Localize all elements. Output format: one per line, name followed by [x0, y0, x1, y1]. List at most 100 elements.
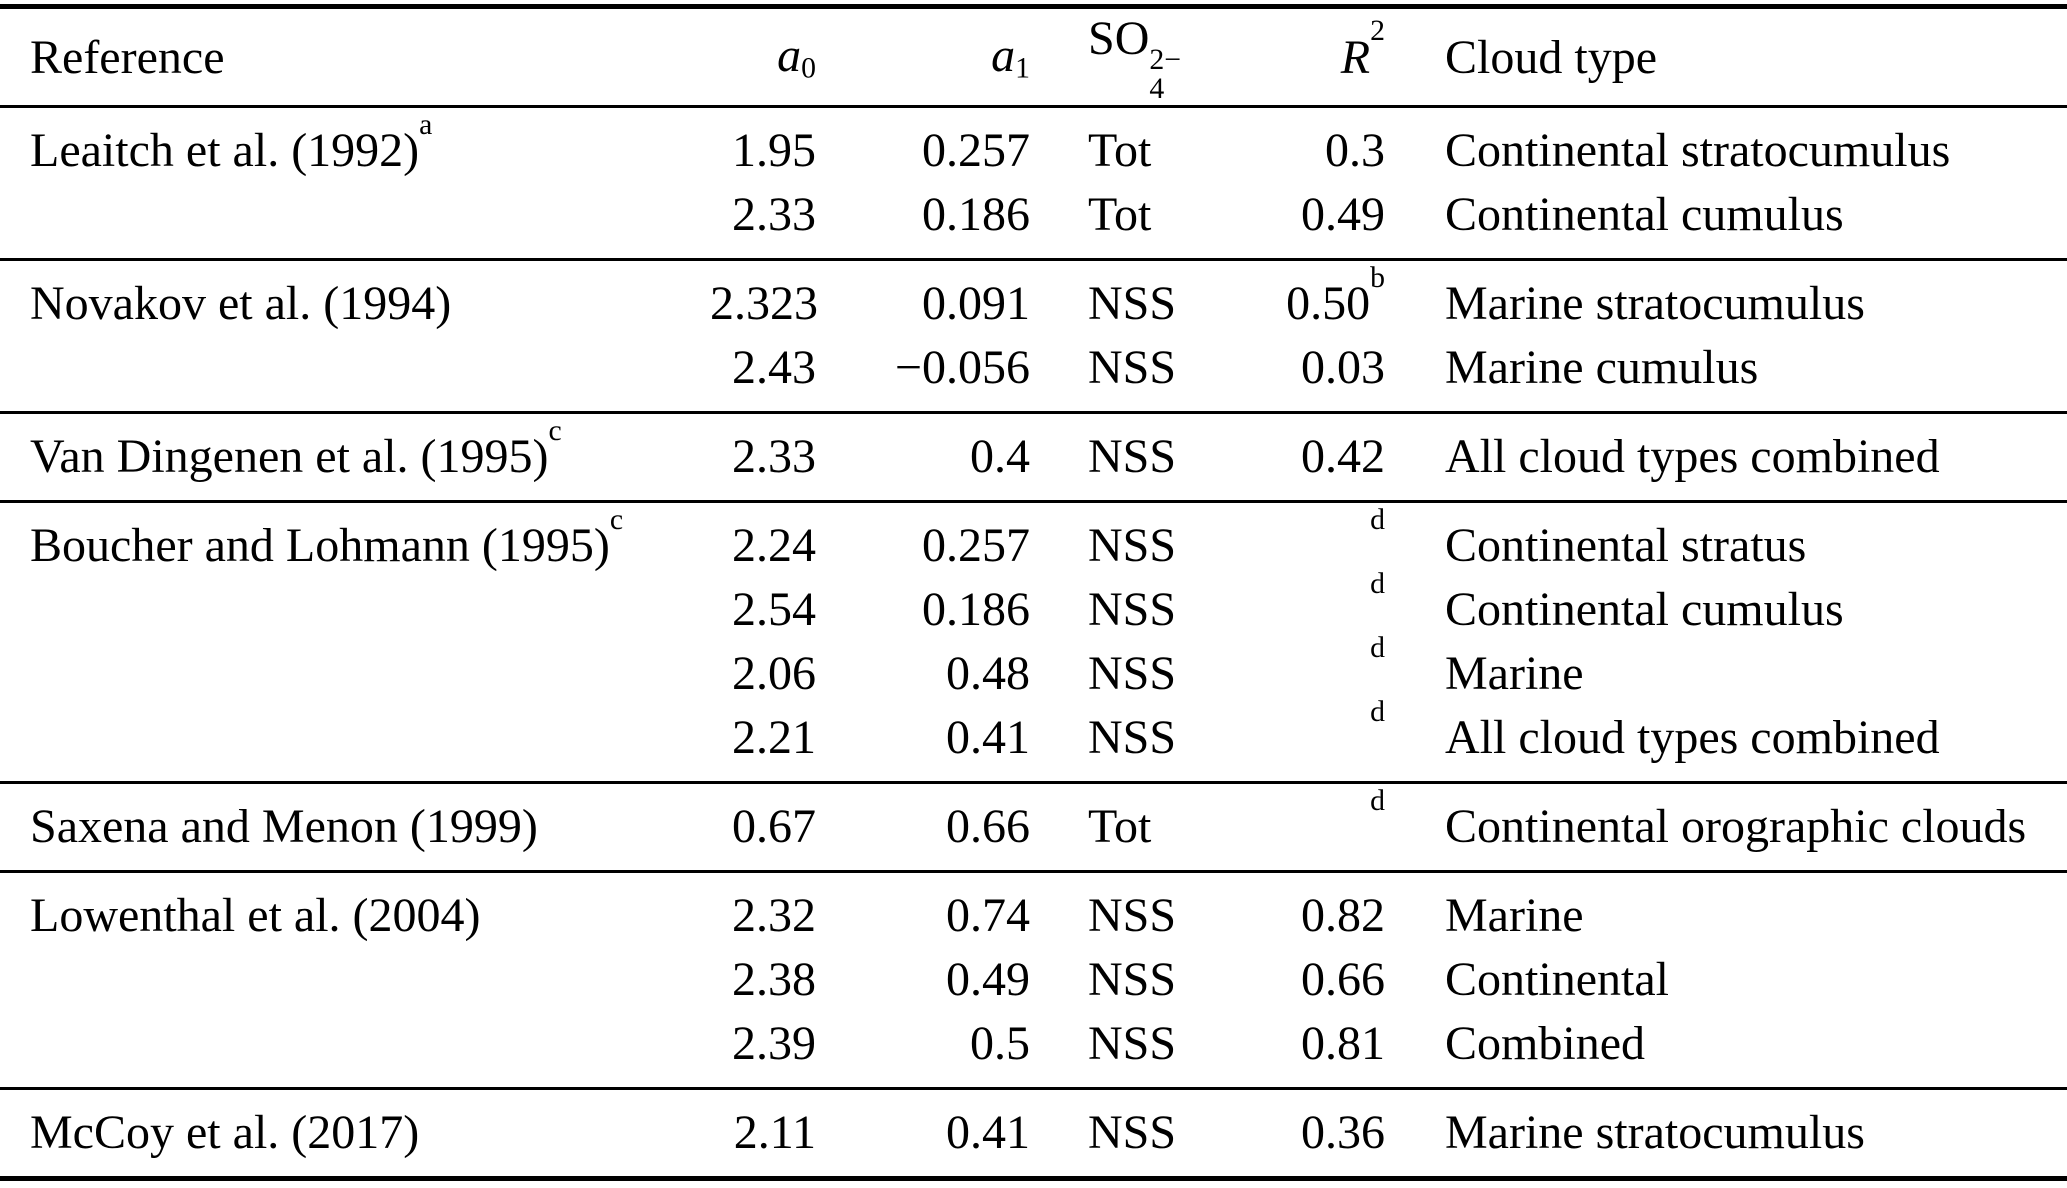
a1-cell: 0.091	[922, 277, 1030, 330]
group-separator-rule	[0, 1087, 2067, 1090]
reference-cell: Boucher and Lohmann (1995)c	[30, 502, 624, 572]
r2-cell: 0.50b	[1286, 260, 1385, 330]
table-bottom-rule	[0, 1176, 2067, 1181]
table-row-group: Lowenthal et al. (2004) 2.32 0.74 NSS 0.…	[0, 873, 2067, 1087]
table-row: 2.39 0.5 NSS 0.81 Combined	[0, 1012, 2067, 1076]
table-row: 2.06 0.48 NSS d Marine	[0, 630, 2067, 706]
table-row: 2.43 −0.056 NSS 0.03 Marine cumulus	[0, 336, 2067, 400]
reference-cell: Saxena and Menon (1999)	[30, 800, 538, 853]
a1-cell: 0.5	[970, 1017, 1030, 1070]
a1-cell: −0.056	[894, 341, 1030, 394]
col-header-reference: Reference	[30, 30, 225, 84]
so4-sub-sup-stack: 2− 4	[1149, 43, 1182, 105]
a1-cell: 0.257	[922, 519, 1030, 572]
a1-cell: 0.257	[922, 124, 1030, 177]
a0-cell: 2.24	[732, 519, 816, 572]
table-row: Van Dingenen et al. (1995)c 2.33 0.4 NSS…	[0, 413, 2067, 489]
col-header-a1: a1	[991, 29, 1030, 85]
table-row-group: Leaitch et al. (1992)a 1.95 0.257 Tot 0.…	[0, 108, 2067, 258]
a1-cell: 0.66	[946, 800, 1030, 853]
r2-cell: 0.42	[1301, 430, 1385, 483]
so4-type-cell: NSS	[1088, 519, 1177, 572]
a1-cell: 0.4	[970, 430, 1030, 483]
a0-cell: 2.38	[732, 953, 816, 1006]
a0-cell: 2.21	[732, 711, 816, 764]
cloud-type-cell: Marine	[1445, 647, 1584, 700]
cloud-type-cell: Continental orographic clouds	[1445, 800, 2027, 853]
cloud-type-cell: Continental cumulus	[1445, 188, 1844, 241]
r2-cell: 0.49	[1301, 188, 1385, 241]
group-separator-rule	[0, 258, 2067, 261]
r2-cell: 0.3	[1325, 124, 1385, 177]
so4-type-cell: NSS	[1088, 1106, 1177, 1159]
table-row: Saxena and Menon (1999) 0.67 0.66 Tot d …	[0, 783, 2067, 859]
r2-cell: 0.81	[1301, 1017, 1385, 1070]
a0-cell: 2.32	[732, 889, 816, 942]
r2-cell: 0.03	[1301, 341, 1385, 394]
table-row-group: Boucher and Lohmann (1995)c 2.24 0.257 N…	[0, 503, 2067, 781]
a0-cell: 2.06	[732, 647, 816, 700]
a0-cell: 2.43	[732, 341, 816, 394]
group-separator-rule	[0, 781, 2067, 784]
so4-type-cell: NSS	[1088, 647, 1177, 700]
cloud-type-cell: Continental stratocumulus	[1445, 124, 1951, 177]
so4-type-cell: NSS	[1088, 711, 1177, 764]
a1-cell: 0.41	[946, 1106, 1030, 1159]
cloud-type-cell: Continental	[1445, 953, 1669, 1006]
so4-type-cell: NSS	[1088, 889, 1177, 942]
a1-cell: 0.186	[922, 188, 1030, 241]
table-body: Leaitch et al. (1992)a 1.95 0.257 Tot 0.…	[0, 108, 2067, 1181]
cloud-type-cell: Marine cumulus	[1445, 341, 1759, 394]
a1-cell: 0.41	[946, 711, 1030, 764]
col-header-cloud-type: Cloud type	[1445, 30, 1657, 84]
r2-cell: d	[1370, 502, 1385, 536]
col-header-so4: SO 2− 4	[1088, 12, 1182, 105]
so4-type-cell: NSS	[1088, 953, 1177, 1006]
table-row: Lowenthal et al. (2004) 2.32 0.74 NSS 0.…	[0, 884, 2067, 948]
group-separator-rule	[0, 870, 2067, 873]
table-row: 2.21 0.41 NSS d All cloud types combined	[0, 696, 2067, 770]
so4-type-cell: NSS	[1088, 583, 1177, 636]
r2-cell: 0.66	[1301, 953, 1385, 1006]
r2-cell: d	[1370, 783, 1385, 817]
group-separator-rule	[0, 411, 2067, 414]
so4-type-cell: NSS	[1088, 277, 1177, 330]
a0-cell: 2.39	[732, 1017, 816, 1070]
cloud-type-cell: Combined	[1445, 1017, 1645, 1070]
cloud-type-cell: All cloud types combined	[1445, 711, 1940, 764]
a1-cell: 0.48	[946, 647, 1030, 700]
a0-cell: 1.95	[732, 124, 816, 177]
table-row: Leaitch et al. (1992)a 1.95 0.257 Tot 0.…	[0, 107, 2067, 183]
cloud-type-cell: Marine stratocumulus	[1445, 1106, 1865, 1159]
r2-cell: d	[1370, 630, 1385, 664]
col-header-a0: a0	[777, 29, 816, 85]
reference-cell: McCoy et al. (2017)	[30, 1106, 420, 1159]
header-separator-rule	[0, 105, 2067, 108]
table-row: 2.54 0.186 NSS d Continental cumulus	[0, 566, 2067, 642]
a1-cell: 0.74	[946, 889, 1030, 942]
reference-cell: Novakov et al. (1994)	[30, 277, 452, 330]
table-row-group: Van Dingenen et al. (1995)c 2.33 0.4 NSS…	[0, 414, 2067, 500]
table-top-rule	[0, 4, 2067, 9]
group-separator-rule	[0, 500, 2067, 503]
so4-type-cell: NSS	[1088, 1017, 1177, 1070]
table-row-group: Novakov et al. (1994) 2.323 0.091 NSS 0.…	[0, 261, 2067, 411]
so4-type-cell: NSS	[1088, 430, 1177, 483]
cloud-type-cell: All cloud types combined	[1445, 430, 1940, 483]
a0-cell: 2.11	[733, 1106, 816, 1159]
r2-cell: 0.82	[1301, 889, 1385, 942]
table-row-group: Saxena and Menon (1999) 0.67 0.66 Tot d …	[0, 784, 2067, 870]
reference-cell: Leaitch et al. (1992)a	[30, 107, 433, 177]
cloud-type-cell: Continental stratus	[1445, 519, 1807, 572]
cloud-type-cell: Continental cumulus	[1445, 583, 1844, 636]
r2-cell: d	[1370, 566, 1385, 600]
cloud-type-cell: Marine	[1445, 889, 1584, 942]
a0-cell: 2.323	[710, 277, 818, 330]
a0-cell: 0.67	[732, 800, 816, 853]
so4-type-cell: NSS	[1088, 341, 1177, 394]
so4-type-cell: Tot	[1088, 800, 1152, 853]
reference-cell: Van Dingenen et al. (1995)c	[30, 413, 562, 483]
a0-cell: 2.33	[732, 430, 816, 483]
table-row: 2.38 0.49 NSS 0.66 Continental	[0, 948, 2067, 1012]
